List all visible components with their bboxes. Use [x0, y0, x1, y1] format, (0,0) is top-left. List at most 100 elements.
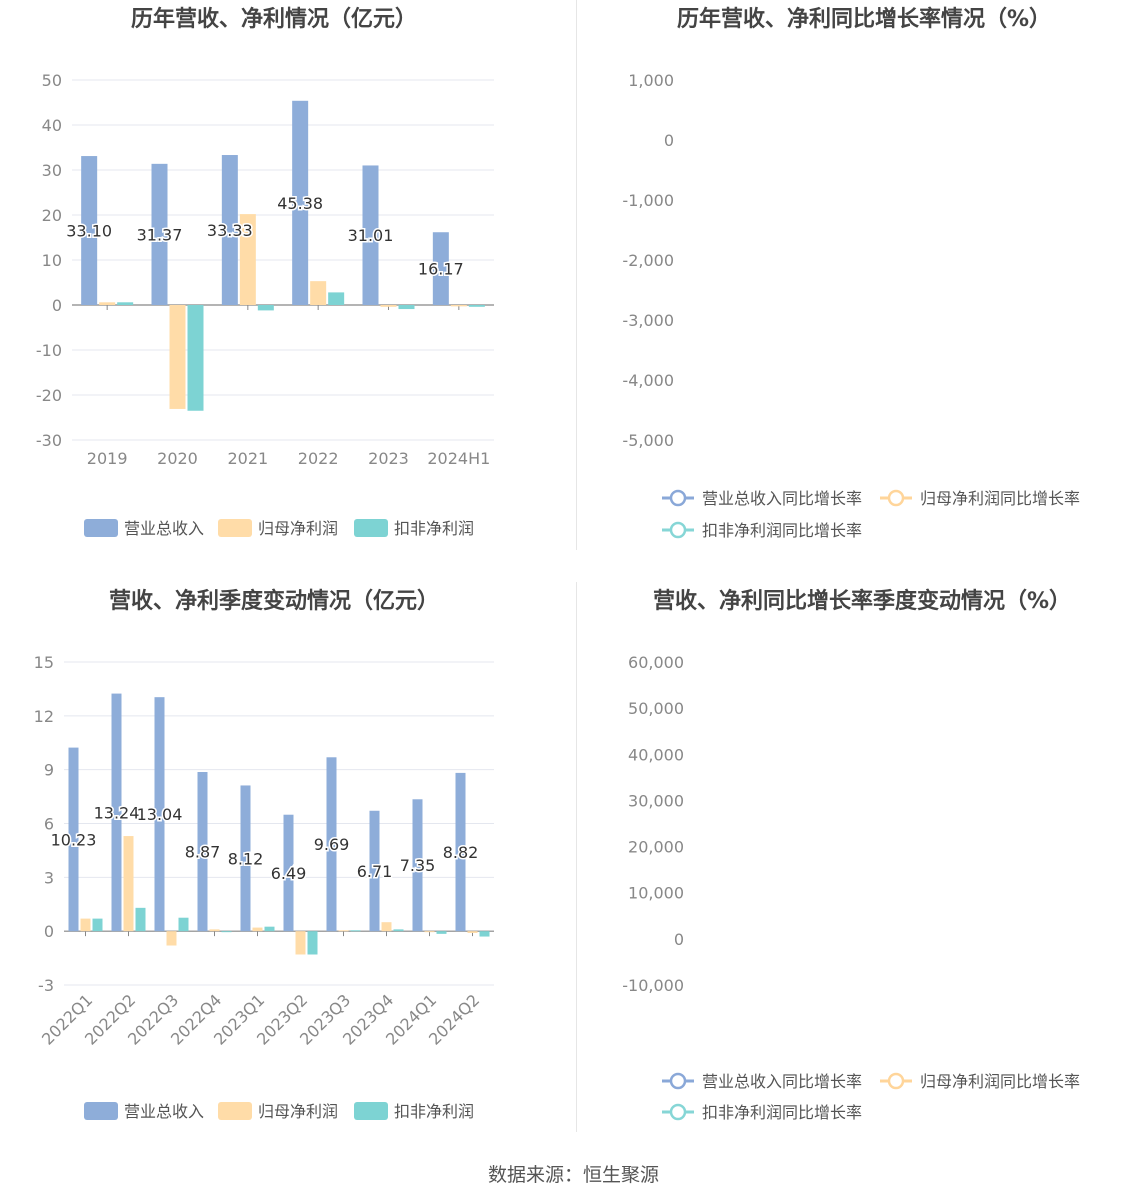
- bar-revenue: [326, 757, 337, 932]
- bar-revenue: [154, 697, 165, 932]
- bar-net-profit: [380, 305, 397, 307]
- legend-swatch: [84, 1102, 118, 1120]
- legend-item-2: 归母净利润同比增长率: [880, 489, 1080, 508]
- y-tick-label: -1,000: [622, 191, 674, 210]
- bar-revenue: [412, 799, 423, 932]
- y-tick-label: -20: [36, 386, 62, 405]
- chart-svg: 历年营收、净利情况（亿元） 50 40 30 20 10 0 -10 -20 -30 2019 202…: [36, 6, 494, 538]
- annual-amounts-chart: 历年营收、净利情况（亿元） 50 40 30 20 10 0 -10 -20 -30 2019 202…: [0, 0, 573, 580]
- y-tick-label: 9: [44, 761, 54, 780]
- chart-svg: 历年营收、净利同比增长率情况（%） 1,000 0 -1,000 -2,000 -3,00…: [622, 6, 1080, 540]
- y-tick-label: -3,000: [622, 311, 674, 330]
- y-tick-label: 20: [42, 206, 62, 225]
- y-tick-label: 10,000: [628, 884, 684, 903]
- y-tick-label: 3: [44, 868, 54, 887]
- y-tick-label: -4,000: [622, 371, 674, 390]
- data-label: 33.33: [207, 221, 253, 240]
- legend-item-1: 营业总收入同比增长率: [662, 1072, 862, 1091]
- x-tick-label: 2024H1: [427, 449, 490, 468]
- divider-top: [576, 0, 577, 550]
- bar-net-profit: [310, 281, 327, 305]
- y-tick-label: 50,000: [628, 699, 684, 718]
- data-label: 31.37: [137, 225, 183, 244]
- x-tick-label: 2020: [157, 449, 198, 468]
- legend-swatch: [84, 519, 118, 537]
- data-label: 7.35: [400, 856, 436, 875]
- legend-item-2: 归母净利润: [218, 1102, 338, 1121]
- legend-label: 扣非净利润: [394, 1102, 474, 1121]
- chart-svg: 营收、净利季度变动情况（亿元）15129630-32022Q12022Q2202…: [34, 588, 494, 1121]
- legend-item-1: 营业总收入同比增长率: [662, 489, 862, 508]
- bar-deducted-profit: [221, 931, 232, 933]
- y-tick-label: 20,000: [628, 838, 684, 857]
- quarterly-amounts-chart: 营收、净利季度变动情况（亿元） 15 12 9 6 3 0 -3 2022Q1 2022Q2 202…: [0, 582, 573, 1182]
- bar-deducted-profit: [398, 305, 415, 310]
- legend-item-2: 归母净利润同比增长率: [880, 1072, 1080, 1091]
- bar-revenue: [221, 155, 238, 305]
- chart-title: 历年营收、净利同比增长率情况（%）: [677, 6, 1051, 32]
- bar-revenue: [455, 772, 466, 932]
- legend-marker: [887, 1072, 905, 1090]
- y-tick-label: 40,000: [628, 745, 684, 764]
- y-tick-label: 50: [42, 71, 62, 90]
- y-tick-label: 0: [52, 296, 62, 315]
- bar-net-profit: [252, 927, 263, 932]
- bar-net-profit: [381, 922, 392, 932]
- y-tick-label: 0: [664, 131, 674, 150]
- quarterly-growth-chart: 营收、净利同比增长率季度变动情况（%） 60,000 50,000 40,000 30,…: [574, 582, 1147, 1182]
- legend-label: 扣非净利润同比增长率: [702, 521, 862, 540]
- bar-net-profit: [169, 305, 186, 409]
- legend-label: 扣非净利润: [394, 519, 474, 538]
- bar-revenue: [292, 100, 309, 305]
- legend-label: 归母净利润同比增长率: [920, 1072, 1080, 1091]
- bar-revenue: [432, 232, 449, 305]
- bar-net-profit: [166, 931, 177, 946]
- bar-revenue: [197, 771, 208, 932]
- legend-item-3: 扣非净利润同比增长率: [662, 521, 862, 540]
- bar-deducted-profit: [135, 907, 146, 932]
- legend-label: 营业总收入: [124, 519, 204, 538]
- x-tick-label: 2021: [227, 449, 268, 468]
- y-tick-label: 60,000: [628, 653, 684, 672]
- legend-marker: [669, 1072, 687, 1090]
- bar-net-profit: [209, 929, 220, 932]
- bar-net-profit: [338, 930, 349, 932]
- y-tick-label: 10: [42, 251, 62, 270]
- chart-svg: 营收、净利同比增长率季度变动情况（%） 60,000 50,000 40,000 30,…: [622, 588, 1080, 1122]
- chart-title: 营收、净利同比增长率季度变动情况（%）: [653, 588, 1071, 614]
- y-tick-label: 30: [42, 161, 62, 180]
- bar-deducted-profit: [178, 917, 189, 932]
- bar-deducted-profit: [468, 305, 485, 307]
- y-tick-label: 40: [42, 116, 62, 135]
- bar-net-profit: [295, 931, 306, 955]
- legend-item-3: 扣非净利润: [354, 519, 474, 538]
- bar-net-profit: [99, 302, 116, 305]
- x-tick-label: 2019: [87, 449, 128, 468]
- bar-deducted-profit: [393, 929, 404, 932]
- bar-net-profit: [450, 305, 467, 307]
- bar-revenue: [111, 693, 122, 932]
- y-tick-label: -10: [36, 341, 62, 360]
- legend-item-3: 扣非净利润: [354, 1102, 474, 1121]
- legend-item-1: 营业总收入: [84, 1102, 204, 1121]
- bar-net-profit: [467, 931, 478, 933]
- data-label: 33.10: [66, 222, 112, 241]
- chart-title: 历年营收、净利情况（亿元）: [131, 6, 417, 32]
- data-label: 13.04: [137, 805, 183, 824]
- data-label: 8.87: [185, 843, 221, 862]
- legend-swatch: [218, 1102, 252, 1120]
- data-label: 31.01: [348, 226, 394, 245]
- bar-deducted-profit: [328, 292, 345, 305]
- x-tick-label: 2022: [298, 449, 339, 468]
- legend-label: 归母净利润: [258, 519, 338, 538]
- data-label: 6.71: [357, 862, 393, 881]
- y-tick-label: -2,000: [622, 251, 674, 270]
- legend-swatch: [354, 519, 388, 537]
- bar-deducted-profit: [307, 931, 318, 955]
- legend-label: 营业总收入同比增长率: [702, 489, 862, 508]
- bar-deducted-profit: [436, 931, 447, 934]
- bar-net-profit: [239, 214, 256, 305]
- bar-deducted-profit: [257, 305, 274, 311]
- bar-deducted-profit: [187, 305, 204, 411]
- bar-revenue: [283, 814, 294, 932]
